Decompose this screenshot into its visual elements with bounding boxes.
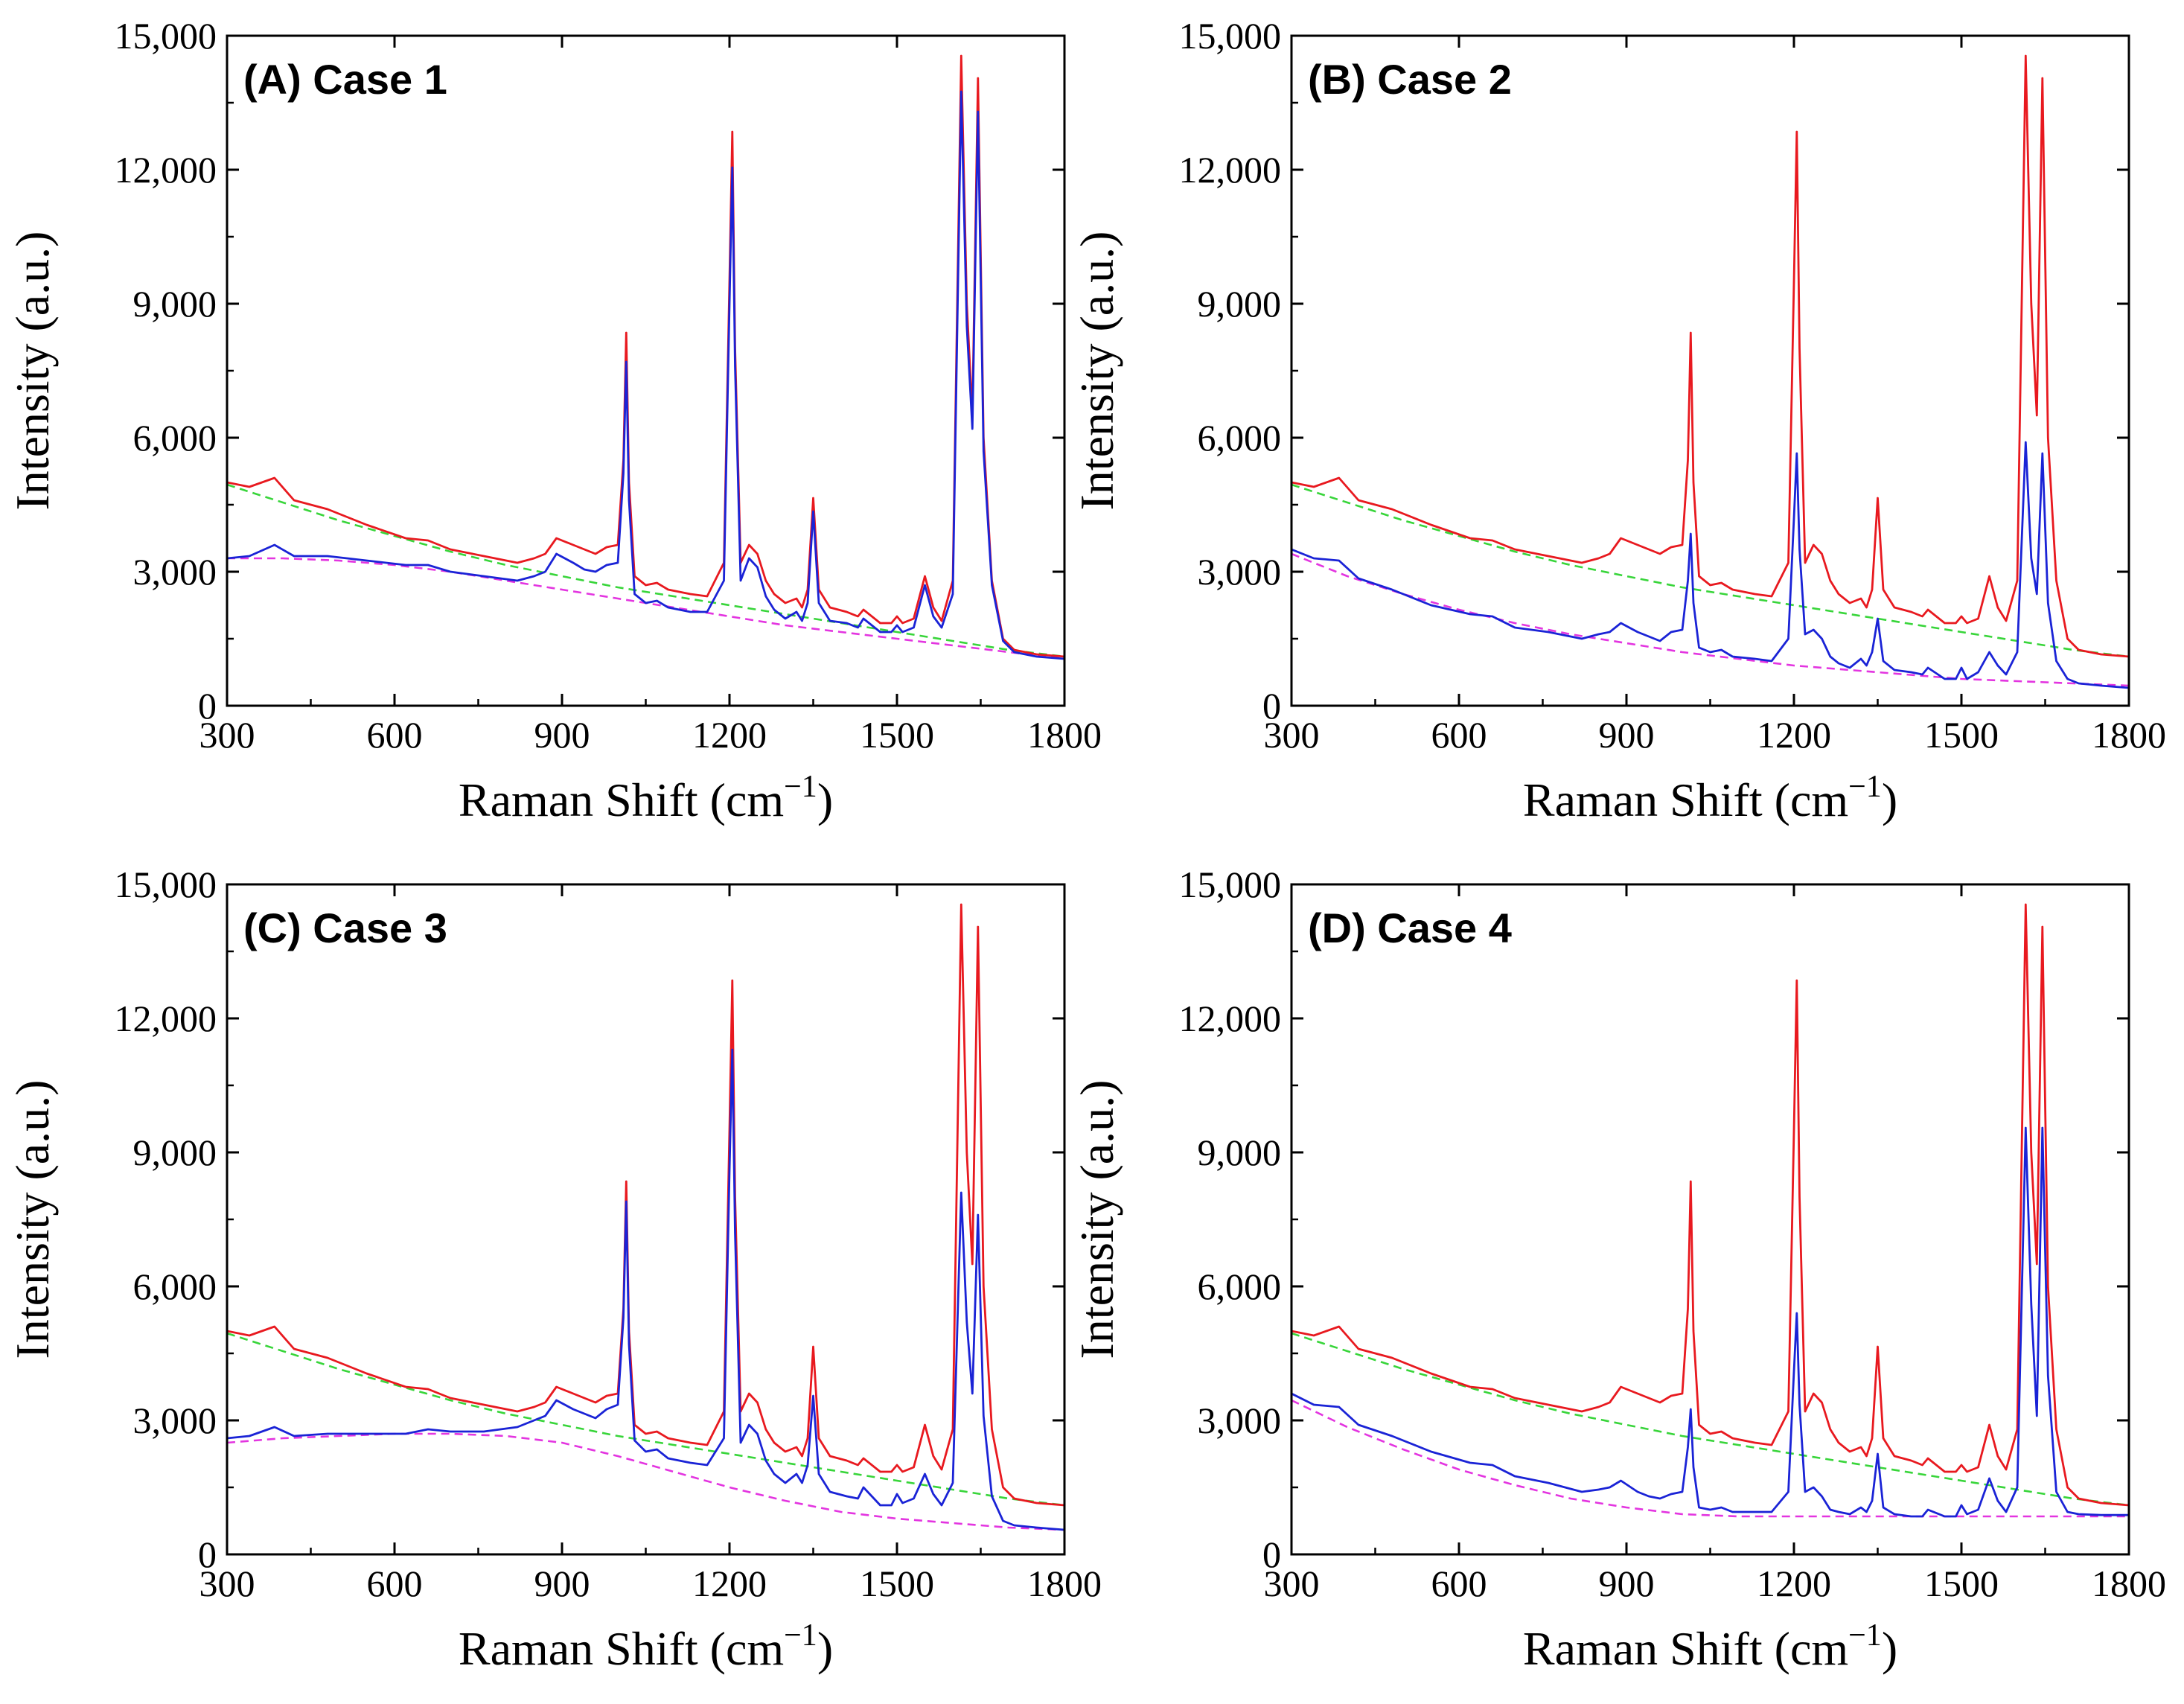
x-tick-label: 1200 bbox=[1757, 714, 1831, 756]
x-tick-label: 1800 bbox=[2092, 1563, 2166, 1604]
x-tick-label: 1200 bbox=[1757, 1563, 1831, 1604]
series-line-baseline-raw bbox=[227, 483, 1064, 658]
y-tick-label: 12,000 bbox=[1179, 998, 1282, 1039]
series-line-baseline-raw bbox=[227, 1332, 1064, 1507]
y-tick-label: 6,000 bbox=[1198, 1266, 1282, 1307]
x-axis-label: Raman Shift (cm−1) bbox=[1523, 770, 1897, 826]
x-tick-label: 600 bbox=[1431, 714, 1487, 756]
y-tick-label: 3,000 bbox=[1198, 551, 1282, 593]
series-line-baseline-corrected bbox=[1291, 1399, 2129, 1518]
y-tick-label: 12,000 bbox=[115, 149, 217, 191]
x-tick-label: 1800 bbox=[2092, 714, 2166, 756]
y-tick-label: 0 bbox=[1262, 1534, 1281, 1575]
plot-frame bbox=[226, 883, 1066, 1556]
x-tick-label: 900 bbox=[534, 714, 590, 756]
y-tick-label: 6,000 bbox=[1198, 417, 1282, 459]
series-line-baseline-corrected bbox=[1291, 552, 2129, 687]
x-tick-label: 1500 bbox=[1924, 1563, 1999, 1604]
series-group bbox=[1291, 903, 2129, 1518]
x-tick-label: 1800 bbox=[1027, 714, 1102, 756]
y-tick-label: 0 bbox=[198, 1534, 217, 1575]
x-tick-label: 1500 bbox=[860, 1563, 934, 1604]
y-tick-label: 15,000 bbox=[115, 864, 217, 905]
panel-title: (A) Case 1 bbox=[243, 56, 447, 103]
x-tick-label: 300 bbox=[1264, 1563, 1320, 1604]
series-line-corrected bbox=[227, 1048, 1064, 1531]
x-tick-label: 1800 bbox=[1027, 1563, 1102, 1604]
y-tick-label: 3,000 bbox=[133, 551, 217, 593]
x-tick-label: 1500 bbox=[1924, 714, 1999, 756]
series-line-corrected bbox=[227, 90, 1064, 660]
y-axis-label: Intensity (a.u.) bbox=[1070, 232, 1123, 511]
series-line-raw bbox=[1291, 54, 2129, 658]
y-tick-label: 3,000 bbox=[1198, 1400, 1282, 1441]
chart-panel-b: 300 600 900 1200 1500 1800 0 3,000 6,000 9,000 12,… bbox=[1070, 15, 2166, 826]
x-tick-label: 1500 bbox=[860, 714, 934, 756]
y-tick-label: 12,000 bbox=[115, 998, 217, 1039]
y-tick-label: 15,000 bbox=[1179, 864, 1282, 905]
y-tick-label: 0 bbox=[198, 685, 217, 727]
series-line-corrected bbox=[1291, 1126, 2129, 1518]
y-tick-label: 9,000 bbox=[1198, 1132, 1282, 1173]
series-line-baseline-corrected bbox=[227, 557, 1064, 660]
y-axis-label: Intensity (a.u.) bbox=[6, 1080, 59, 1359]
panel-title: (B) Case 2 bbox=[1308, 56, 1512, 103]
y-tick-label: 6,000 bbox=[133, 417, 217, 459]
series-line-corrected bbox=[1291, 441, 2129, 689]
series-line-baseline-corrected bbox=[227, 1432, 1064, 1531]
x-tick-label: 900 bbox=[534, 1563, 590, 1604]
y-tick-label: 9,000 bbox=[133, 1132, 217, 1173]
series-line-raw bbox=[227, 903, 1064, 1507]
x-tick-label: 600 bbox=[367, 714, 423, 756]
y-axis-label: Intensity (a.u.) bbox=[1070, 1080, 1123, 1359]
x-tick-label: 300 bbox=[199, 1563, 255, 1604]
panel-title: (D) Case 4 bbox=[1308, 904, 1512, 951]
chart-panel-c: 300 600 900 1200 1500 1800 0 3,000 6,000 9,000 12,… bbox=[6, 864, 1102, 1675]
x-tick-label: 600 bbox=[1431, 1563, 1487, 1604]
x-tick-label: 600 bbox=[367, 1563, 423, 1604]
series-group bbox=[227, 54, 1064, 660]
y-tick-label: 12,000 bbox=[1179, 149, 1282, 191]
x-tick-label: 1200 bbox=[692, 1563, 767, 1604]
x-tick-label: 900 bbox=[1599, 1563, 1655, 1604]
y-axis-label: Intensity (a.u.) bbox=[6, 232, 59, 511]
chart-panel-d: 300 600 900 1200 1500 1800 0 3,000 6,000 9,000 12,… bbox=[1070, 864, 2166, 1675]
plot-frame bbox=[1290, 34, 2130, 707]
y-tick-label: 15,000 bbox=[115, 15, 217, 57]
series-line-baseline-raw bbox=[1291, 1332, 2129, 1507]
series-line-baseline-raw bbox=[1291, 483, 2129, 658]
x-tick-label: 300 bbox=[199, 714, 255, 756]
x-axis-label: Raman Shift (cm−1) bbox=[459, 1618, 833, 1675]
panel-title: (C) Case 3 bbox=[243, 904, 447, 951]
y-tick-label: 3,000 bbox=[133, 1400, 217, 1441]
y-tick-label: 9,000 bbox=[133, 283, 217, 325]
x-tick-label: 900 bbox=[1599, 714, 1655, 756]
chart-panel-a: 300 600 900 1200 1500 1800 0 3,000 6,000 9,000 12,… bbox=[6, 15, 1102, 826]
series-group bbox=[1291, 54, 2129, 689]
y-tick-label: 9,000 bbox=[1198, 283, 1282, 325]
series-line-raw bbox=[227, 54, 1064, 658]
y-tick-label: 15,000 bbox=[1179, 15, 1282, 57]
y-tick-label: 0 bbox=[1262, 685, 1281, 727]
series-group bbox=[227, 903, 1064, 1531]
x-axis-label: Raman Shift (cm−1) bbox=[1523, 1618, 1897, 1675]
x-tick-label: 1200 bbox=[692, 714, 767, 756]
x-axis-label: Raman Shift (cm−1) bbox=[459, 770, 833, 826]
y-tick-label: 6,000 bbox=[133, 1266, 217, 1307]
x-tick-label: 300 bbox=[1264, 714, 1320, 756]
series-line-raw bbox=[1291, 903, 2129, 1507]
plot-frame bbox=[226, 34, 1066, 707]
